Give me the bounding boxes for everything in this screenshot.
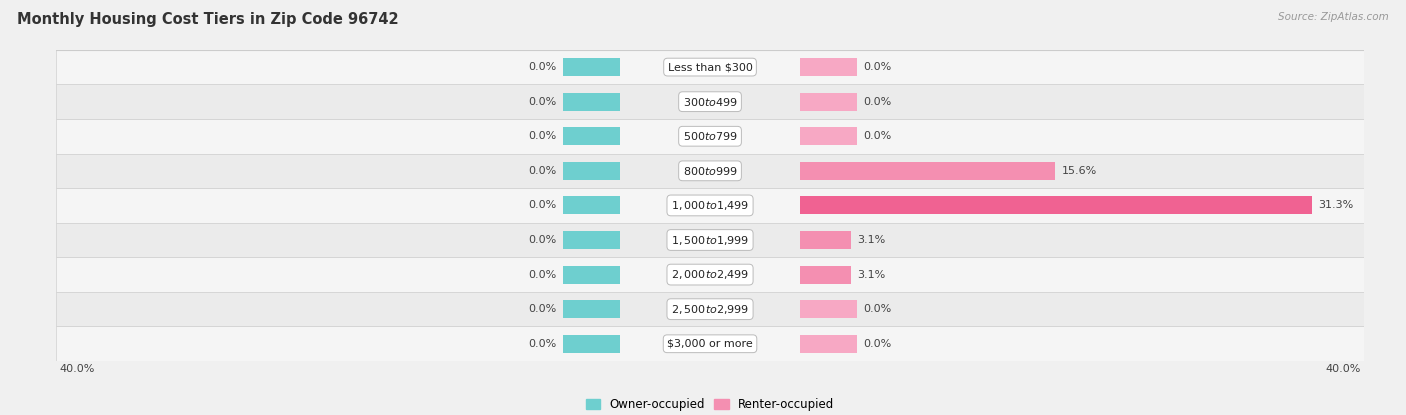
- Bar: [56, 50, 1364, 84]
- Text: 0.0%: 0.0%: [529, 166, 557, 176]
- Text: 40.0%: 40.0%: [59, 364, 94, 374]
- Bar: [562, 196, 620, 215]
- Text: $500 to $799: $500 to $799: [682, 130, 738, 142]
- Text: 0.0%: 0.0%: [863, 339, 891, 349]
- Bar: [800, 335, 858, 353]
- Bar: [800, 93, 858, 111]
- Legend: Owner-occupied, Renter-occupied: Owner-occupied, Renter-occupied: [586, 398, 834, 411]
- Bar: [56, 84, 1364, 119]
- Text: $2,500 to $2,999: $2,500 to $2,999: [671, 303, 749, 316]
- Bar: [800, 300, 858, 318]
- Bar: [800, 127, 858, 145]
- Text: 0.0%: 0.0%: [529, 200, 557, 210]
- Bar: [800, 266, 851, 283]
- Text: 0.0%: 0.0%: [863, 97, 891, 107]
- Text: 0.0%: 0.0%: [863, 62, 891, 72]
- Bar: [56, 257, 1364, 292]
- Text: $1,000 to $1,499: $1,000 to $1,499: [671, 199, 749, 212]
- Bar: [800, 58, 858, 76]
- Bar: [56, 154, 1364, 188]
- Text: $1,500 to $1,999: $1,500 to $1,999: [671, 234, 749, 247]
- Text: 0.0%: 0.0%: [529, 131, 557, 141]
- Bar: [56, 119, 1364, 154]
- Bar: [562, 300, 620, 318]
- Text: 0.0%: 0.0%: [529, 97, 557, 107]
- Text: 0.0%: 0.0%: [529, 62, 557, 72]
- Bar: [562, 58, 620, 76]
- Text: Less than $300: Less than $300: [668, 62, 752, 72]
- Text: $300 to $499: $300 to $499: [682, 96, 738, 107]
- Bar: [56, 188, 1364, 223]
- Text: 31.3%: 31.3%: [1317, 200, 1354, 210]
- Text: $3,000 or more: $3,000 or more: [668, 339, 752, 349]
- Text: Monthly Housing Cost Tiers in Zip Code 96742: Monthly Housing Cost Tiers in Zip Code 9…: [17, 12, 398, 27]
- Bar: [800, 231, 851, 249]
- Bar: [562, 162, 620, 180]
- Text: 0.0%: 0.0%: [529, 270, 557, 280]
- Text: $800 to $999: $800 to $999: [682, 165, 738, 177]
- Text: 3.1%: 3.1%: [858, 235, 886, 245]
- Bar: [562, 127, 620, 145]
- Bar: [56, 327, 1364, 361]
- Text: 15.6%: 15.6%: [1062, 166, 1097, 176]
- Text: Source: ZipAtlas.com: Source: ZipAtlas.com: [1278, 12, 1389, 22]
- Bar: [56, 292, 1364, 327]
- Bar: [56, 223, 1364, 257]
- Bar: [800, 162, 1054, 180]
- Text: 0.0%: 0.0%: [863, 131, 891, 141]
- Bar: [800, 196, 1312, 215]
- Text: 0.0%: 0.0%: [863, 304, 891, 314]
- Text: 40.0%: 40.0%: [1326, 364, 1361, 374]
- Bar: [562, 266, 620, 283]
- Text: $2,000 to $2,499: $2,000 to $2,499: [671, 268, 749, 281]
- Text: 0.0%: 0.0%: [529, 304, 557, 314]
- Text: 3.1%: 3.1%: [858, 270, 886, 280]
- Text: 0.0%: 0.0%: [529, 235, 557, 245]
- Bar: [562, 93, 620, 111]
- Text: 0.0%: 0.0%: [529, 339, 557, 349]
- Bar: [562, 335, 620, 353]
- Bar: [562, 231, 620, 249]
